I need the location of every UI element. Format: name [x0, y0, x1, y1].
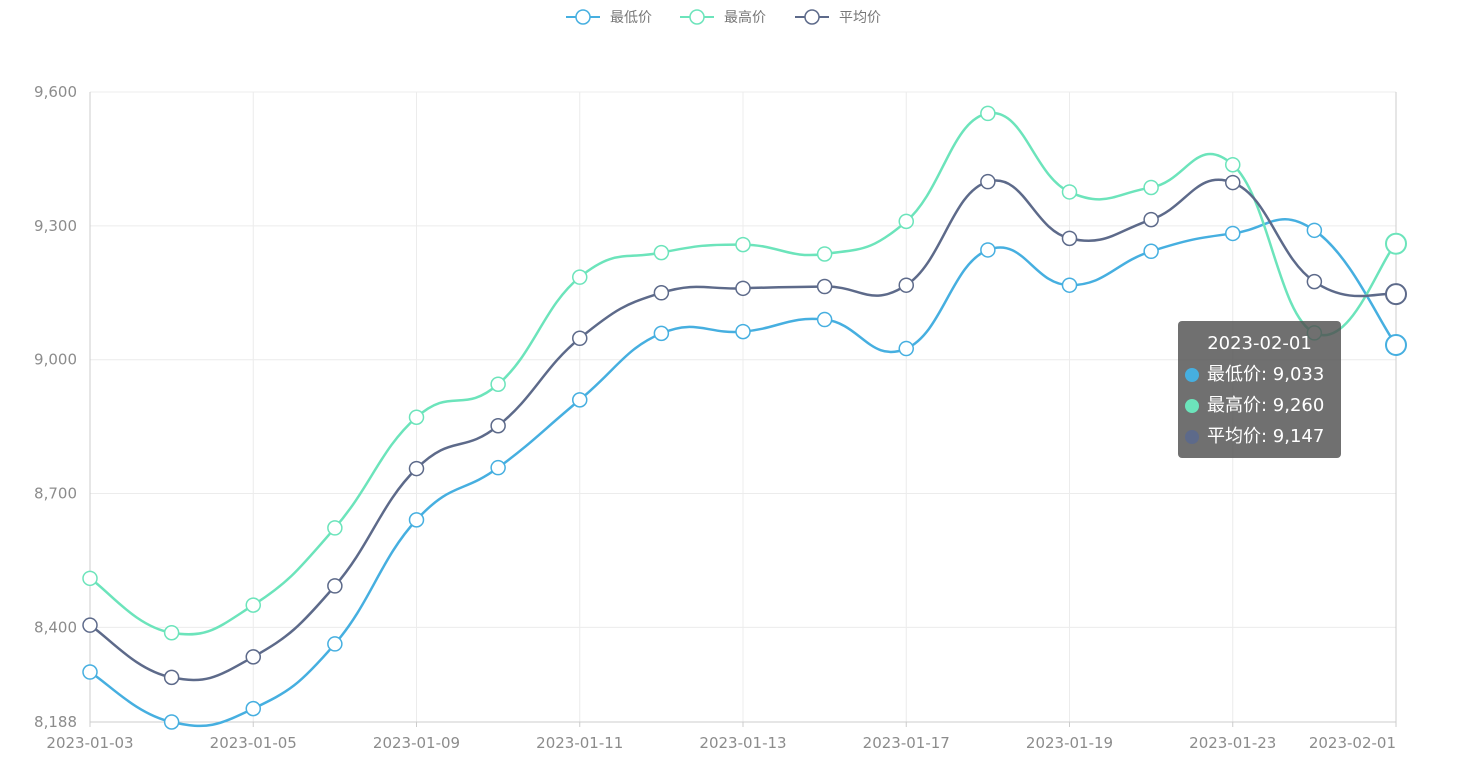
- y-tick-label: 9,300: [34, 217, 77, 235]
- tooltip-title: 2023-02-01: [1207, 333, 1312, 354]
- y-tick-label: 8,400: [34, 618, 77, 636]
- data-point-low[interactable]: [816, 311, 833, 328]
- data-point-high[interactable]: [653, 244, 670, 261]
- data-point-high[interactable]: [408, 409, 425, 426]
- data-point-low[interactable]: [245, 700, 261, 717]
- legend-item-low[interactable]: 最低价: [566, 9, 652, 26]
- legend-label: 平均价: [839, 10, 881, 26]
- data-point-low[interactable]: [163, 714, 180, 730]
- tooltip-row-high: 最高价: 9,260: [1178, 390, 1341, 421]
- legend-marker: [689, 9, 705, 25]
- tooltip-dot-avg: [1185, 429, 1199, 444]
- data-point-avg[interactable]: [1385, 283, 1407, 306]
- legend: 最低价 最高价 平均价: [566, 9, 881, 26]
- tooltip-label-avg: 平均价: 9,147: [1207, 426, 1325, 447]
- data-point-low[interactable]: [1306, 222, 1323, 239]
- data-point-high[interactable]: [327, 520, 343, 536]
- legend-item-high[interactable]: 最高价: [680, 9, 766, 26]
- data-point-low[interactable]: [82, 664, 98, 680]
- x-tick-label: 2023-01-19: [1026, 734, 1113, 752]
- series-lines: [82, 105, 1407, 730]
- data-point-low[interactable]: [980, 242, 996, 258]
- data-point-low[interactable]: [653, 325, 670, 342]
- data-point-high[interactable]: [82, 570, 98, 587]
- tooltip-label-high: 最高价: 9,260: [1207, 395, 1325, 416]
- data-point-low[interactable]: [327, 636, 343, 652]
- x-tick-label: 2023-01-03: [46, 734, 133, 752]
- data-point-avg[interactable]: [1225, 174, 1241, 191]
- legend-marker: [804, 9, 820, 25]
- data-point-avg[interactable]: [572, 330, 588, 347]
- axes: 8,188 8,400 8,700 9,000 9,300 9,600 2023-01-03…: [34, 83, 1397, 752]
- data-point-high[interactable]: [1225, 156, 1241, 173]
- data-point-avg[interactable]: [1143, 211, 1159, 228]
- data-point-high[interactable]: [898, 213, 914, 230]
- x-tick-label: 2023-01-05: [210, 734, 297, 752]
- data-point-avg[interactable]: [980, 173, 996, 190]
- x-tick-label: 2023-01-13: [699, 734, 786, 752]
- data-point-high[interactable]: [163, 625, 180, 641]
- data-point-avg[interactable]: [408, 460, 425, 477]
- y-tick-label: 8,700: [34, 485, 77, 503]
- data-point-avg[interactable]: [1306, 273, 1323, 290]
- data-point-high[interactable]: [572, 269, 588, 285]
- data-point-avg[interactable]: [490, 417, 506, 434]
- data-point-avg[interactable]: [653, 285, 670, 301]
- y-tick-label: 9,000: [34, 351, 77, 369]
- data-point-low[interactable]: [572, 392, 588, 408]
- data-point-avg[interactable]: [82, 617, 98, 633]
- series-line-high: [89, 111, 1397, 636]
- tooltip: 2023-02-01 最低价: 9,033 最高价: 9,260 平均价: 9,…: [1178, 321, 1341, 458]
- legend-label: 最低价: [610, 10, 652, 26]
- y-tick-label: 9,600: [34, 83, 77, 101]
- data-point-low[interactable]: [408, 512, 425, 528]
- data-point-low[interactable]: [1385, 333, 1407, 356]
- data-point-high[interactable]: [1385, 232, 1407, 255]
- data-point-high[interactable]: [735, 236, 751, 253]
- series-avg: [82, 173, 1407, 686]
- data-point-avg[interactable]: [1061, 230, 1078, 247]
- tooltip-row-low: 最低价: 9,033: [1178, 359, 1341, 390]
- tooltip-row-avg: 平均价: 9,147: [1178, 421, 1341, 452]
- data-point-low[interactable]: [1143, 243, 1159, 260]
- data-point-low[interactable]: [1225, 225, 1241, 242]
- data-point-low[interactable]: [490, 459, 506, 476]
- legend-item-avg[interactable]: 平均价: [795, 9, 881, 26]
- legend-label: 最高价: [724, 9, 766, 26]
- data-point-low[interactable]: [735, 323, 751, 340]
- data-point-avg[interactable]: [163, 669, 180, 686]
- series-low: [82, 217, 1407, 730]
- tooltip-dot-low: [1185, 367, 1199, 382]
- x-tick-label: 2023-01-17: [863, 734, 950, 752]
- data-point-avg[interactable]: [245, 649, 261, 665]
- tooltip-label-low: 最低价: 9,033: [1207, 364, 1325, 385]
- data-point-high[interactable]: [816, 246, 833, 262]
- data-point-avg[interactable]: [327, 578, 343, 594]
- data-point-low[interactable]: [1061, 277, 1078, 293]
- x-tick-label: 2023-01-11: [536, 734, 623, 752]
- data-point-avg[interactable]: [898, 277, 914, 293]
- y-tick-label: 8,188: [34, 713, 77, 731]
- x-tick-label: 2023-01-09: [373, 734, 460, 752]
- tooltip-dot-high: [1185, 398, 1199, 413]
- data-point-avg[interactable]: [735, 280, 751, 297]
- data-point-high[interactable]: [1061, 184, 1078, 200]
- data-point-low[interactable]: [898, 340, 914, 357]
- series-high: [82, 105, 1407, 641]
- data-point-high[interactable]: [490, 376, 506, 392]
- data-point-high[interactable]: [980, 105, 996, 122]
- data-point-high[interactable]: [245, 597, 261, 613]
- legend-marker: [575, 9, 591, 25]
- x-tick-label: 2023-02-01: [1309, 734, 1396, 752]
- x-tick-label: 2023-01-23: [1189, 734, 1276, 752]
- data-point-avg[interactable]: [816, 278, 833, 295]
- data-point-high[interactable]: [1143, 179, 1159, 196]
